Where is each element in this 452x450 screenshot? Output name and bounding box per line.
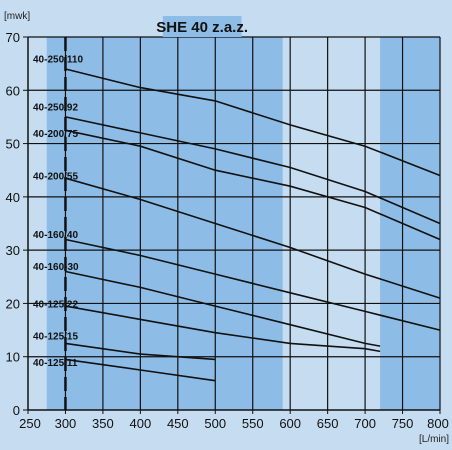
y-tick-labels: 0 10 20 30 40 50 60 70 (6, 30, 28, 418)
curve-label: 40-250/110 (33, 54, 83, 65)
x-tick-label: 700 (354, 416, 376, 431)
x-tick-label: 600 (279, 416, 301, 431)
y-tick-label: 40 (6, 190, 20, 205)
curve-label: 40-160-30 (33, 262, 79, 273)
curve-40-125-22 (65, 305, 381, 353)
y-tick-label: 70 (6, 30, 20, 45)
y-tick-label: 0 (13, 403, 20, 418)
x-tick-label: 300 (55, 416, 77, 431)
x-tick-label: 250 (19, 416, 41, 431)
curve-40-125-11 (65, 358, 216, 382)
x-tick-label: 400 (130, 416, 152, 431)
curve-label: 40-160/40 (33, 230, 78, 241)
curve-40-160-30 (65, 270, 381, 347)
x-tick-label: 800 (427, 416, 449, 431)
curve-labels: 40-250/110 40-250/92 40-200/75 40-200/55 40-… (33, 54, 83, 369)
band-right (380, 37, 440, 410)
curve-label: 40-125/11 (33, 358, 78, 369)
band-main (46, 37, 283, 410)
curve-40-160-40 (65, 238, 441, 331)
y-tick-label: 20 (6, 296, 20, 311)
curve-40-250-92 (65, 116, 441, 225)
curve-40-200-55 (65, 177, 441, 299)
y-tick-label: 50 (6, 137, 20, 152)
chart-title: SHE 40 z.a.z. (156, 19, 248, 36)
y-axis-unit: [mwk] (4, 11, 30, 22)
y-tick-label: 30 (6, 243, 20, 258)
curve-40-125-15 (65, 342, 216, 361)
axes (27, 37, 440, 411)
curve-label: 40-200/55 (33, 172, 78, 183)
x-tick-label: 500 (204, 416, 226, 431)
pump-curves (65, 68, 441, 382)
x-tick-label: 450 (167, 416, 189, 431)
x-tick-label: 550 (242, 416, 264, 431)
x-tick-label: 350 (92, 416, 114, 431)
x-axis-unit: [L/min] (419, 434, 449, 445)
curve-label: 40-125/15 (33, 331, 78, 342)
y-tick-label: 10 (6, 350, 20, 365)
curve-label: 40-250/92 (33, 102, 78, 113)
x-tick-label: 650 (317, 416, 339, 431)
curve-label: 40-200/75 (33, 129, 78, 140)
x-tick-label: 750 (392, 416, 414, 431)
curve-40-250-110 (65, 68, 441, 177)
y-tick-label: 60 (6, 83, 20, 98)
curve-label: 40-125/22 (33, 299, 78, 310)
curve-40-200-75 (65, 129, 441, 241)
title-background (162, 16, 242, 37)
x-tick-labels: 250 300 350 400 450 500 550 600 650 700 750 800 (19, 410, 449, 431)
